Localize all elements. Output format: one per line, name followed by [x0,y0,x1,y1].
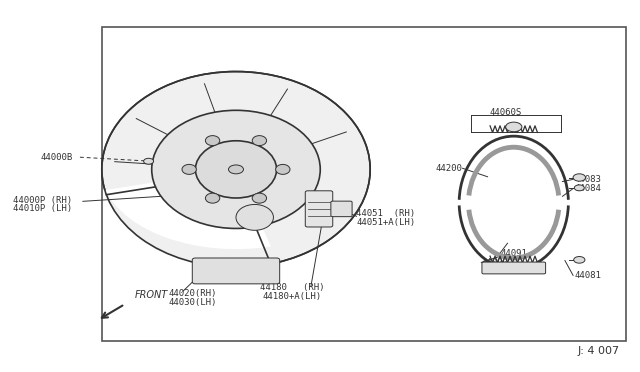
Text: 44060S: 44060S [490,108,522,117]
Ellipse shape [195,141,276,198]
FancyBboxPatch shape [192,258,280,284]
Circle shape [573,257,585,263]
FancyBboxPatch shape [331,201,352,217]
Text: 44083: 44083 [575,175,602,184]
Text: FRONT: FRONT [135,290,168,300]
Ellipse shape [205,136,220,145]
FancyBboxPatch shape [482,262,546,274]
Ellipse shape [252,136,267,145]
Bar [102,27,626,341]
Ellipse shape [152,110,320,228]
Text: 44000B: 44000B [40,153,72,162]
Ellipse shape [102,71,370,267]
Text: J: 4 007: J: 4 007 [578,346,620,356]
Text: 44010P (LH): 44010P (LH) [13,204,72,214]
Text: 44180+A(LH): 44180+A(LH) [262,292,322,301]
Ellipse shape [205,193,220,203]
Text: 44030(LH): 44030(LH) [168,298,216,307]
Text: 44091: 44091 [500,249,527,258]
Circle shape [143,158,154,164]
Text: 44020(RH): 44020(RH) [168,289,216,298]
Text: 44081: 44081 [575,271,602,280]
Text: 44084: 44084 [575,184,602,193]
Ellipse shape [182,164,196,174]
FancyBboxPatch shape [305,191,333,227]
Text: 44180   (RH): 44180 (RH) [260,283,324,292]
Text: 44000P (RH): 44000P (RH) [13,196,72,205]
Ellipse shape [276,164,290,174]
Circle shape [574,185,584,191]
Wedge shape [106,169,271,249]
Text: 44051+A(LH): 44051+A(LH) [356,218,415,227]
Text: 44200: 44200 [436,164,463,173]
Circle shape [506,122,522,132]
Circle shape [573,174,586,181]
Circle shape [228,165,243,174]
Text: 44090: 44090 [481,258,508,267]
Ellipse shape [236,205,273,230]
Ellipse shape [252,193,267,203]
Text: 44051  (RH): 44051 (RH) [356,209,415,218]
